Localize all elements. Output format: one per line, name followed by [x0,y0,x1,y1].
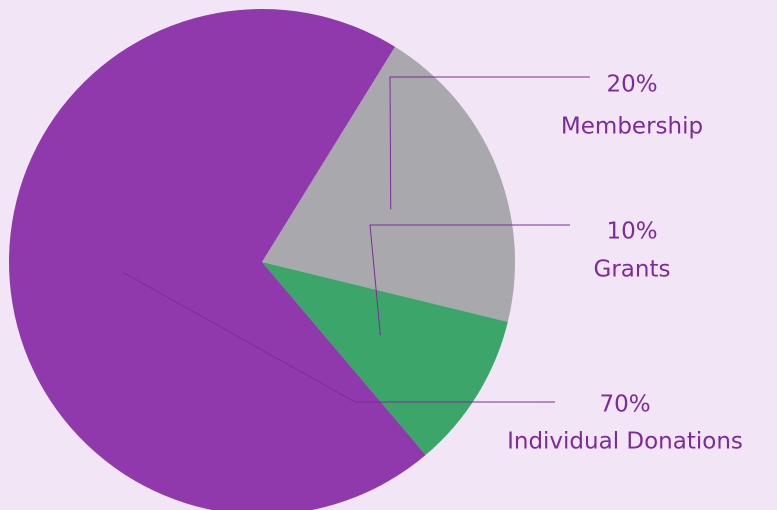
pie-slice [262,46,515,322]
category-label: Grants [594,257,671,283]
leader-line [122,271,555,403]
value-label: 20% [606,72,657,98]
value-label: 10% [606,219,657,245]
leader-line [369,224,570,336]
category-label: Individual Donations [507,429,743,455]
pie-slice [9,9,426,510]
value-label: 70% [599,392,650,418]
category-label: Membership [561,114,703,140]
leader-line [389,76,590,210]
pie-slice [262,262,508,455]
